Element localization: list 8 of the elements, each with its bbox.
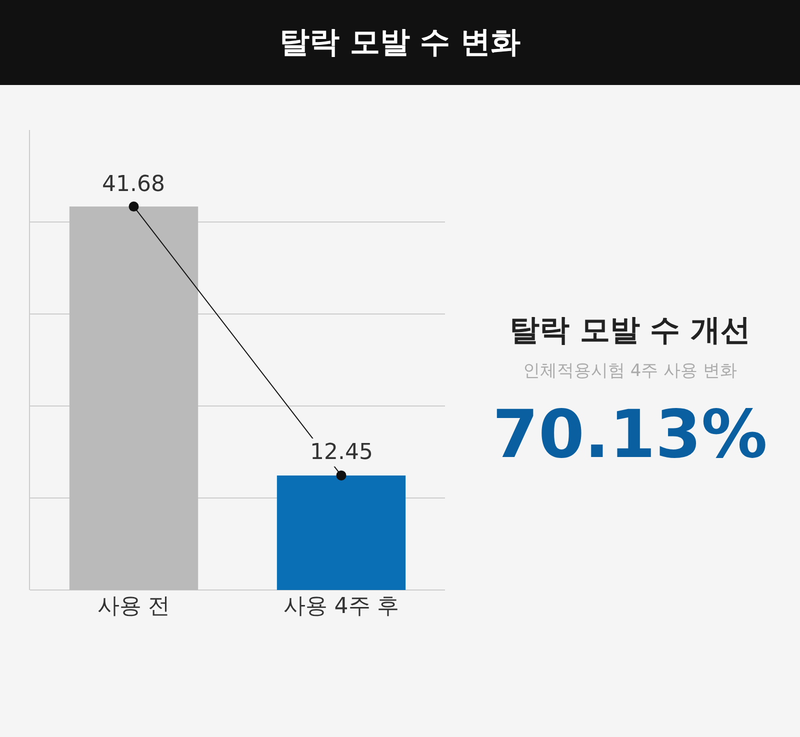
x-tick-label: 사용 전 bbox=[97, 594, 170, 619]
data-label: 12.45 bbox=[310, 440, 373, 465]
chart-title: 탈락 모발 수 변화 bbox=[0, 0, 800, 85]
text: 탈락 모발 수 개선 bbox=[508, 312, 752, 350]
text: 70.13% bbox=[492, 396, 768, 473]
text: 인체적용시험 4주 사용 변화 bbox=[522, 360, 738, 382]
data-label: 41.68 bbox=[102, 172, 165, 197]
x-tick-label: 사용 4주 후 bbox=[283, 594, 400, 619]
